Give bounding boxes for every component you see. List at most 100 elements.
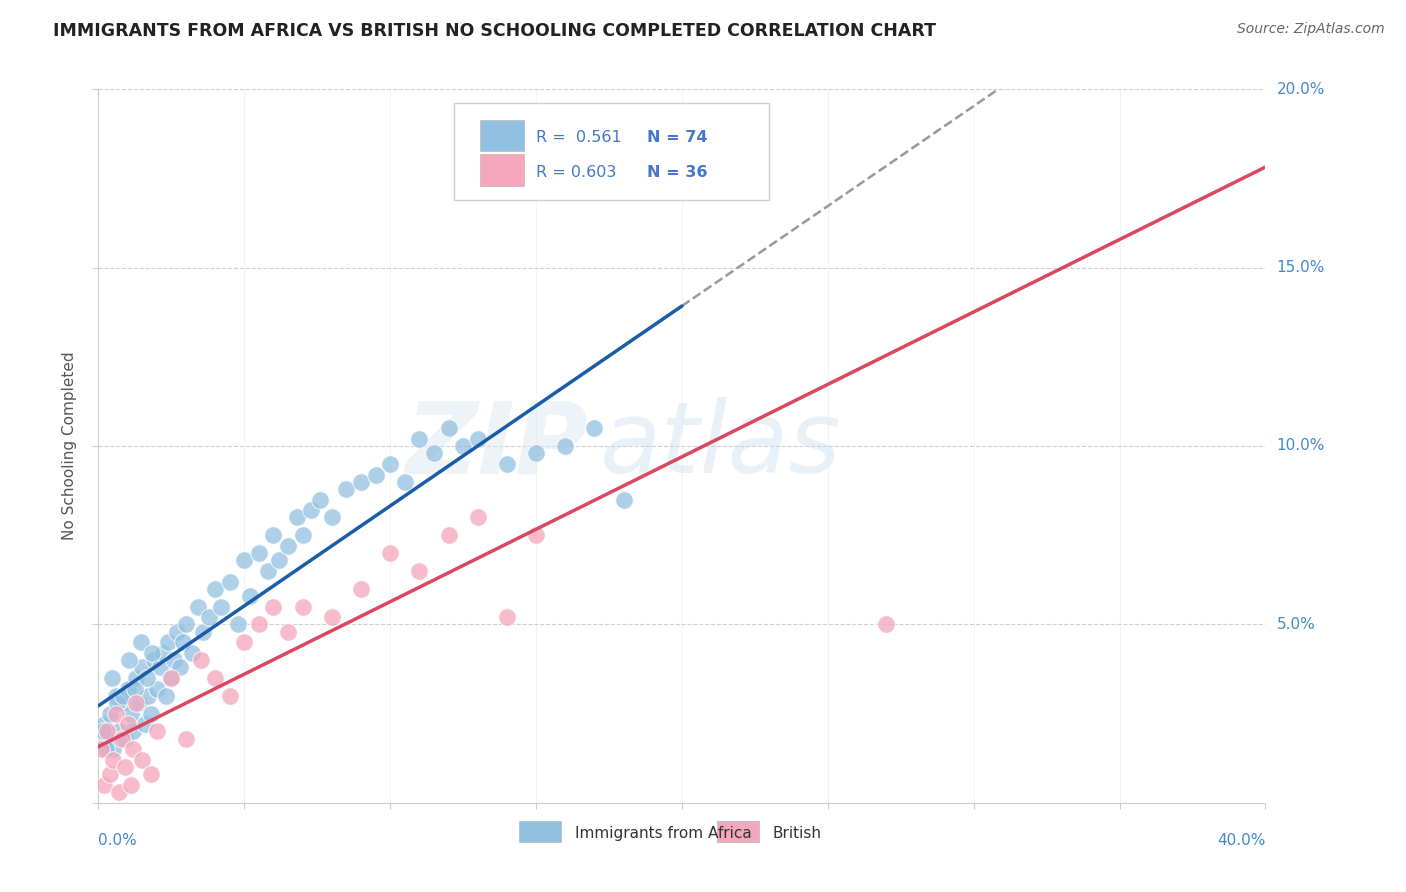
Point bbox=[128, 696, 150, 710]
Point bbox=[524, 446, 547, 460]
Point bbox=[187, 599, 209, 614]
Point bbox=[98, 767, 121, 781]
Text: N = 36: N = 36 bbox=[647, 165, 707, 180]
Point bbox=[174, 617, 197, 632]
Point bbox=[149, 660, 172, 674]
Point bbox=[263, 528, 285, 542]
Point bbox=[91, 724, 114, 739]
Point bbox=[136, 689, 159, 703]
Point bbox=[350, 475, 373, 489]
Point bbox=[321, 510, 343, 524]
Text: ZIP: ZIP bbox=[405, 398, 589, 494]
Point bbox=[169, 660, 191, 674]
Point bbox=[118, 653, 141, 667]
Point bbox=[160, 671, 183, 685]
Point bbox=[256, 564, 278, 578]
Point bbox=[198, 610, 221, 624]
Point bbox=[335, 482, 357, 496]
FancyBboxPatch shape bbox=[717, 821, 759, 842]
Point bbox=[125, 696, 148, 710]
Point bbox=[174, 731, 197, 746]
Point bbox=[524, 528, 547, 542]
Point bbox=[141, 646, 163, 660]
Point bbox=[583, 421, 606, 435]
Point bbox=[247, 546, 270, 560]
Point bbox=[157, 635, 180, 649]
Point bbox=[408, 432, 430, 446]
Point bbox=[380, 457, 402, 471]
Point bbox=[309, 492, 332, 507]
FancyBboxPatch shape bbox=[519, 821, 561, 842]
Point bbox=[124, 681, 146, 696]
Point bbox=[263, 599, 285, 614]
Point bbox=[496, 457, 519, 471]
Point bbox=[131, 660, 153, 674]
Point bbox=[554, 439, 576, 453]
Point bbox=[120, 778, 142, 792]
Point bbox=[204, 671, 226, 685]
Point bbox=[875, 617, 897, 632]
FancyBboxPatch shape bbox=[479, 120, 524, 152]
Point bbox=[291, 528, 314, 542]
Point bbox=[117, 717, 139, 731]
Point bbox=[218, 689, 240, 703]
Point bbox=[96, 731, 118, 746]
Point bbox=[613, 492, 636, 507]
Point bbox=[120, 706, 142, 721]
Point bbox=[112, 689, 135, 703]
Point bbox=[228, 617, 250, 632]
FancyBboxPatch shape bbox=[454, 103, 769, 200]
Text: 40.0%: 40.0% bbox=[1218, 833, 1265, 848]
Point bbox=[108, 785, 131, 799]
Point bbox=[218, 574, 240, 589]
Point bbox=[90, 742, 112, 756]
Point bbox=[321, 610, 343, 624]
Text: 5.0%: 5.0% bbox=[1277, 617, 1315, 632]
Point bbox=[111, 696, 134, 710]
Point bbox=[125, 671, 148, 685]
Point bbox=[104, 689, 127, 703]
Point bbox=[730, 171, 752, 186]
Point bbox=[437, 528, 460, 542]
Point bbox=[467, 432, 489, 446]
Point bbox=[94, 742, 117, 756]
Point bbox=[277, 624, 299, 639]
Point bbox=[93, 717, 115, 731]
Point bbox=[172, 635, 194, 649]
Point bbox=[364, 467, 387, 482]
Point bbox=[394, 475, 416, 489]
Text: 0.0%: 0.0% bbox=[98, 833, 138, 848]
Point bbox=[269, 553, 291, 567]
Point bbox=[437, 421, 460, 435]
Point bbox=[101, 742, 124, 756]
Point bbox=[423, 446, 446, 460]
Point bbox=[129, 635, 152, 649]
Point bbox=[122, 742, 145, 756]
Y-axis label: No Schooling Completed: No Schooling Completed bbox=[62, 351, 77, 541]
Point bbox=[160, 671, 183, 685]
Point bbox=[108, 724, 131, 739]
Text: British: British bbox=[773, 826, 823, 841]
Point bbox=[93, 778, 115, 792]
Point bbox=[204, 582, 226, 596]
Point bbox=[190, 653, 212, 667]
Point bbox=[155, 689, 177, 703]
Text: R =  0.561: R = 0.561 bbox=[536, 129, 621, 145]
Point bbox=[146, 681, 169, 696]
Point bbox=[350, 582, 373, 596]
Point bbox=[96, 724, 118, 739]
Point bbox=[114, 731, 136, 746]
FancyBboxPatch shape bbox=[479, 154, 524, 186]
Text: atlas: atlas bbox=[600, 398, 842, 494]
Point bbox=[467, 510, 489, 524]
Text: 10.0%: 10.0% bbox=[1277, 439, 1324, 453]
Point bbox=[142, 653, 165, 667]
Point bbox=[139, 706, 162, 721]
Point bbox=[111, 731, 134, 746]
Point bbox=[291, 599, 314, 614]
Point bbox=[451, 439, 474, 453]
Point bbox=[233, 635, 256, 649]
Text: N = 74: N = 74 bbox=[647, 129, 707, 145]
Point bbox=[408, 564, 430, 578]
Point bbox=[180, 646, 202, 660]
